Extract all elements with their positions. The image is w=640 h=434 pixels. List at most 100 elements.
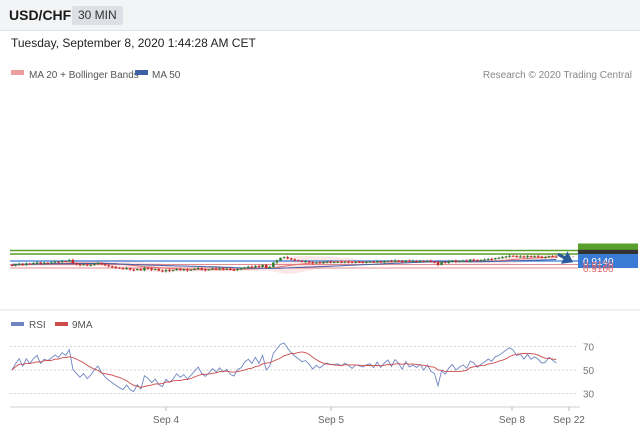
- candle-body: [458, 261, 461, 263]
- rsi-tick-label: 30: [583, 390, 595, 401]
- candle-body: [322, 262, 325, 264]
- candle-body: [300, 261, 304, 262]
- candle-body: [171, 270, 175, 272]
- candle-body: [46, 262, 50, 264]
- candle-body: [110, 266, 114, 268]
- candle-body: [368, 261, 372, 263]
- candle-body: [239, 268, 243, 270]
- candle-body: [207, 269, 211, 271]
- candle-body: [311, 262, 315, 264]
- currency-pair-title: USD/CHF: [9, 7, 72, 23]
- candle-body: [21, 263, 25, 265]
- candle-body: [196, 268, 200, 269]
- candle-body: [204, 269, 207, 271]
- candle-body: [279, 257, 282, 261]
- candle-body: [490, 258, 494, 260]
- candle-body: [250, 266, 254, 268]
- candle-body: [14, 264, 17, 266]
- candle-body: [551, 256, 554, 258]
- candle-body: [433, 261, 436, 263]
- candle-body: [164, 269, 168, 272]
- candle-body: [536, 256, 540, 258]
- candle-body: [365, 261, 368, 263]
- rsi-ma-legend-label: 9MA: [72, 320, 93, 331]
- candle-body: [236, 268, 239, 271]
- candle-body: [515, 256, 519, 258]
- candle-body: [64, 261, 67, 262]
- candle-body: [60, 261, 64, 263]
- candle-body: [418, 260, 422, 262]
- candle-body: [404, 260, 408, 262]
- candle-body: [78, 264, 82, 266]
- candle-body: [436, 262, 440, 265]
- candle-body: [182, 269, 186, 271]
- candle-body: [340, 261, 343, 263]
- candle-body: [143, 267, 146, 271]
- candle-body: [429, 260, 433, 262]
- candle-body: [168, 269, 171, 271]
- candle-body: [200, 268, 204, 270]
- candle-body: [336, 261, 340, 263]
- candle-body: [132, 269, 136, 271]
- candle-body: [400, 261, 404, 262]
- x-axis: Sep 4 Sep 5 Sep 8 Sep 22: [153, 407, 585, 426]
- candle-body: [254, 265, 257, 268]
- candle-body: [128, 268, 132, 270]
- candle-body: [275, 260, 279, 263]
- header-bar: USD/CHF 30 MIN: [0, 0, 640, 31]
- candle-body: [422, 260, 425, 262]
- candle-body: [454, 260, 458, 262]
- candle-body: [136, 269, 139, 271]
- candle-body: [57, 261, 60, 263]
- candle-body: [526, 256, 529, 258]
- candle-body: [50, 262, 53, 264]
- candle-body: [443, 262, 447, 264]
- candle-body: [39, 262, 42, 264]
- candle-body: [540, 256, 544, 258]
- candle-body: [386, 260, 390, 262]
- candle-body: [519, 256, 522, 258]
- candle-body: [350, 262, 354, 264]
- candle-body: [67, 259, 71, 262]
- candle-body: [325, 261, 329, 263]
- candle-body: [468, 259, 472, 262]
- candle-body: [332, 262, 336, 264]
- candle-body: [494, 258, 497, 260]
- candle-body: [85, 264, 89, 266]
- candle-body: [447, 261, 451, 263]
- forecast-arrow-head: [560, 251, 574, 264]
- candle-body: [211, 268, 214, 270]
- candle-body: [89, 264, 93, 266]
- candle-body: [472, 259, 476, 261]
- rsi-tick-label: 70: [583, 342, 595, 353]
- candle-body: [372, 261, 375, 263]
- candle-body: [508, 255, 511, 257]
- candle-body: [318, 262, 322, 264]
- candle-body: [479, 260, 483, 262]
- candle-body: [451, 260, 454, 262]
- candle-body: [96, 262, 100, 264]
- candle-body: [357, 261, 361, 263]
- candle-body: [243, 267, 246, 269]
- candle-body: [232, 269, 236, 271]
- timeframe-button[interactable]: 30 MIN: [72, 6, 123, 25]
- candle-body: [53, 261, 57, 263]
- candle-body: [229, 268, 232, 270]
- credit-label: Research © 2020 Trading Central: [483, 70, 632, 81]
- ma20-legend-label: MA 20 + Bollinger Bands: [29, 70, 139, 81]
- candle-body: [175, 269, 178, 271]
- candle-body: [483, 259, 486, 261]
- candle-body: [544, 256, 547, 258]
- candle-body: [261, 264, 264, 267]
- candle-body: [264, 264, 268, 268]
- candle-body: [397, 260, 400, 262]
- candle-body: [440, 262, 443, 265]
- candle-body: [461, 260, 465, 262]
- candle-body: [486, 258, 490, 260]
- candle-body: [411, 261, 415, 262]
- candle-body: [415, 261, 418, 262]
- pivot-level-label: 0.9140: [583, 257, 614, 268]
- candle-body: [501, 257, 504, 259]
- candle-body: [476, 259, 479, 261]
